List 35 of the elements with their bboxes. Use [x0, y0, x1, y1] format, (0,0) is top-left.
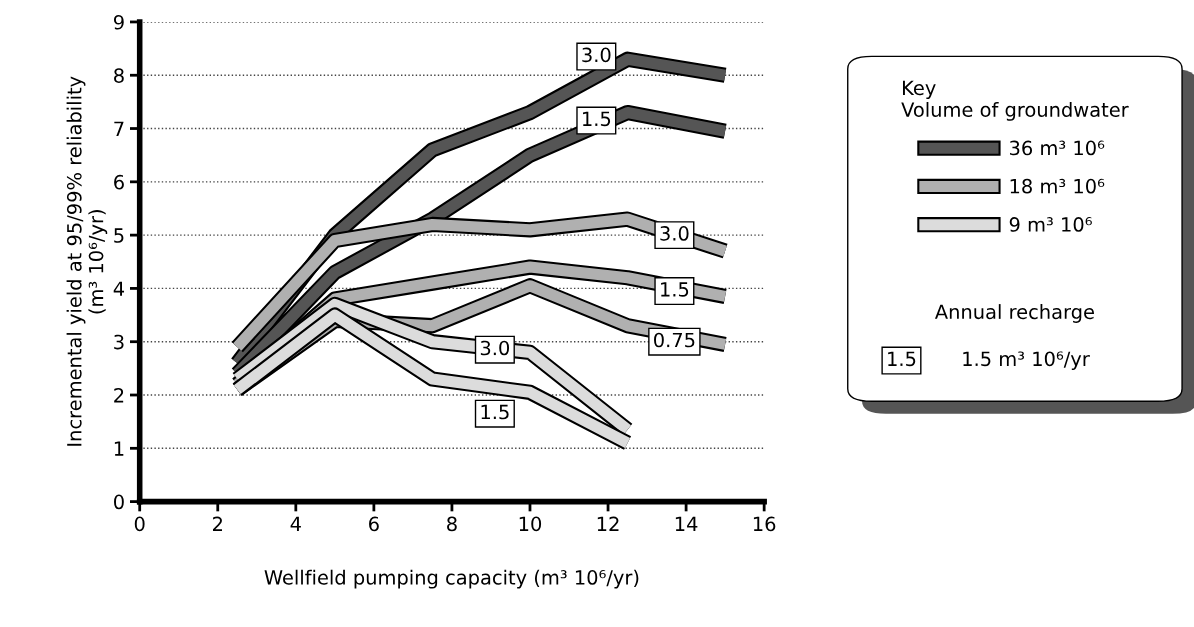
- annotation: 1.5: [583, 111, 611, 127]
- y-tick-label: 7: [114, 121, 124, 136]
- y-axis-title: Incremental yield at 95/99% reliability (m³ 10⁶/yr): [66, 76, 108, 446]
- legend-label: 9 m³ 10⁶: [1009, 217, 1092, 232]
- x-tick-label: 12: [597, 516, 619, 531]
- x-tick-label: 4: [290, 516, 301, 531]
- text: 1.5 m³ 10⁶/yr: [963, 351, 1090, 370]
- y-tick-label: 1: [114, 441, 124, 456]
- x-axis-title: Wellfield pumping capacity (m³ 10⁶/yr): [264, 569, 639, 589]
- annotation: 3.0: [582, 47, 611, 63]
- annotation: 1.5: [481, 404, 509, 420]
- annotation: 3.0: [480, 340, 510, 356]
- y-tick-label: 5: [114, 228, 124, 243]
- x-tick-label: 0: [134, 516, 145, 532]
- legend-title: Key Volume of groundwater: [901, 80, 1129, 121]
- annotation: 1.5: [661, 282, 689, 297]
- text: Annual recharge: [934, 304, 1094, 323]
- y-tick-label: 8: [114, 68, 124, 83]
- x-tick-label: 10: [519, 516, 542, 532]
- x-tick-label: 6: [369, 516, 379, 532]
- x-tick-label: 14: [675, 516, 698, 531]
- y-tick-label: 3: [114, 334, 124, 350]
- y-tick-label: 6: [114, 174, 124, 190]
- x-tick-label: 2: [212, 516, 222, 531]
- y-tick-label: 4: [113, 281, 125, 296]
- text: 1.5: [888, 351, 916, 367]
- annotation: 0.75: [654, 332, 695, 348]
- legend-label: 18 m³ 10⁶: [1010, 178, 1105, 194]
- y-tick-label: 2: [114, 387, 124, 403]
- y-tick-label: 0: [114, 494, 124, 510]
- legend-label: 36 m³ 10⁶: [1010, 140, 1105, 156]
- y-tick-label: 9: [113, 14, 124, 30]
- x-tick-label: 8: [447, 516, 457, 532]
- x-tick-label: 16: [753, 516, 776, 532]
- annotation: 3.0: [660, 226, 689, 241]
